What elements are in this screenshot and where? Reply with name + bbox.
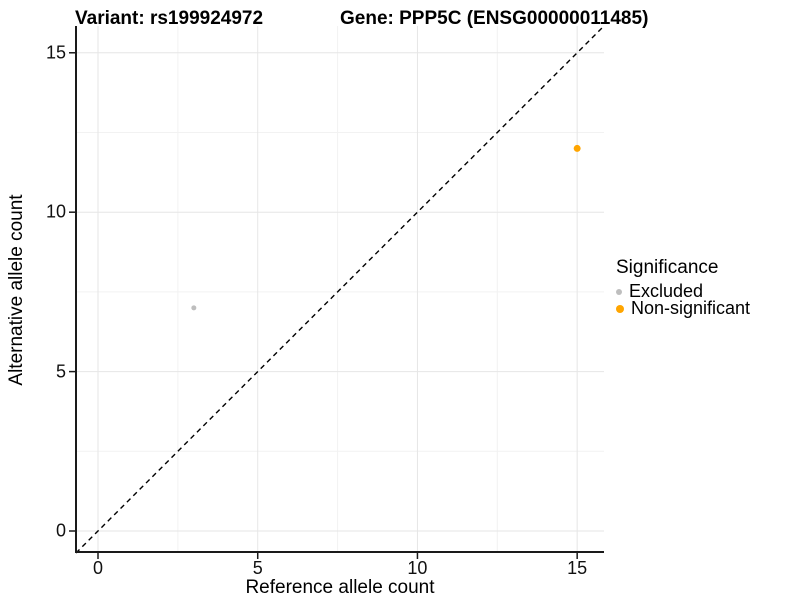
variant-title: Variant: rs199924972 (75, 8, 264, 29)
x-axis-title: Reference allele count (245, 577, 435, 598)
legend-item-excluded: Excluded (616, 281, 750, 301)
identity-dashed-line (75, 25, 605, 554)
legend: Significance Excluded Non-significant (616, 257, 751, 318)
legend-dot-icon (616, 288, 622, 295)
y-tick-label: 5 (55, 361, 66, 382)
y-axis-title: Alternative allele count (6, 194, 27, 386)
x-tick-label: 15 (567, 558, 588, 578)
legend-items: Excluded Non-significant (616, 281, 751, 318)
gene-title: Gene: PPP5C (ENSG00000011485) (340, 8, 649, 29)
y-tick-label: 0 (55, 520, 66, 541)
legend-item-label: Excluded (629, 281, 704, 301)
y-tick-label: 10 (45, 201, 66, 222)
legend-dot-icon (616, 304, 624, 313)
x-tick-label: 5 (252, 558, 263, 578)
x-tick-label: 10 (407, 558, 428, 578)
legend-item-non-significant: Non-significant (616, 298, 751, 318)
data-point-excluded (191, 305, 197, 311)
x-tick-label: 0 (92, 558, 104, 578)
plot-svg (69, 25, 605, 559)
plot-panel (69, 25, 605, 559)
legend-title: Significance (616, 257, 719, 278)
y-tick-label: 15 (45, 42, 66, 63)
data-point-non-significant (573, 144, 581, 152)
legend-item-label: Non-significant (631, 298, 751, 318)
